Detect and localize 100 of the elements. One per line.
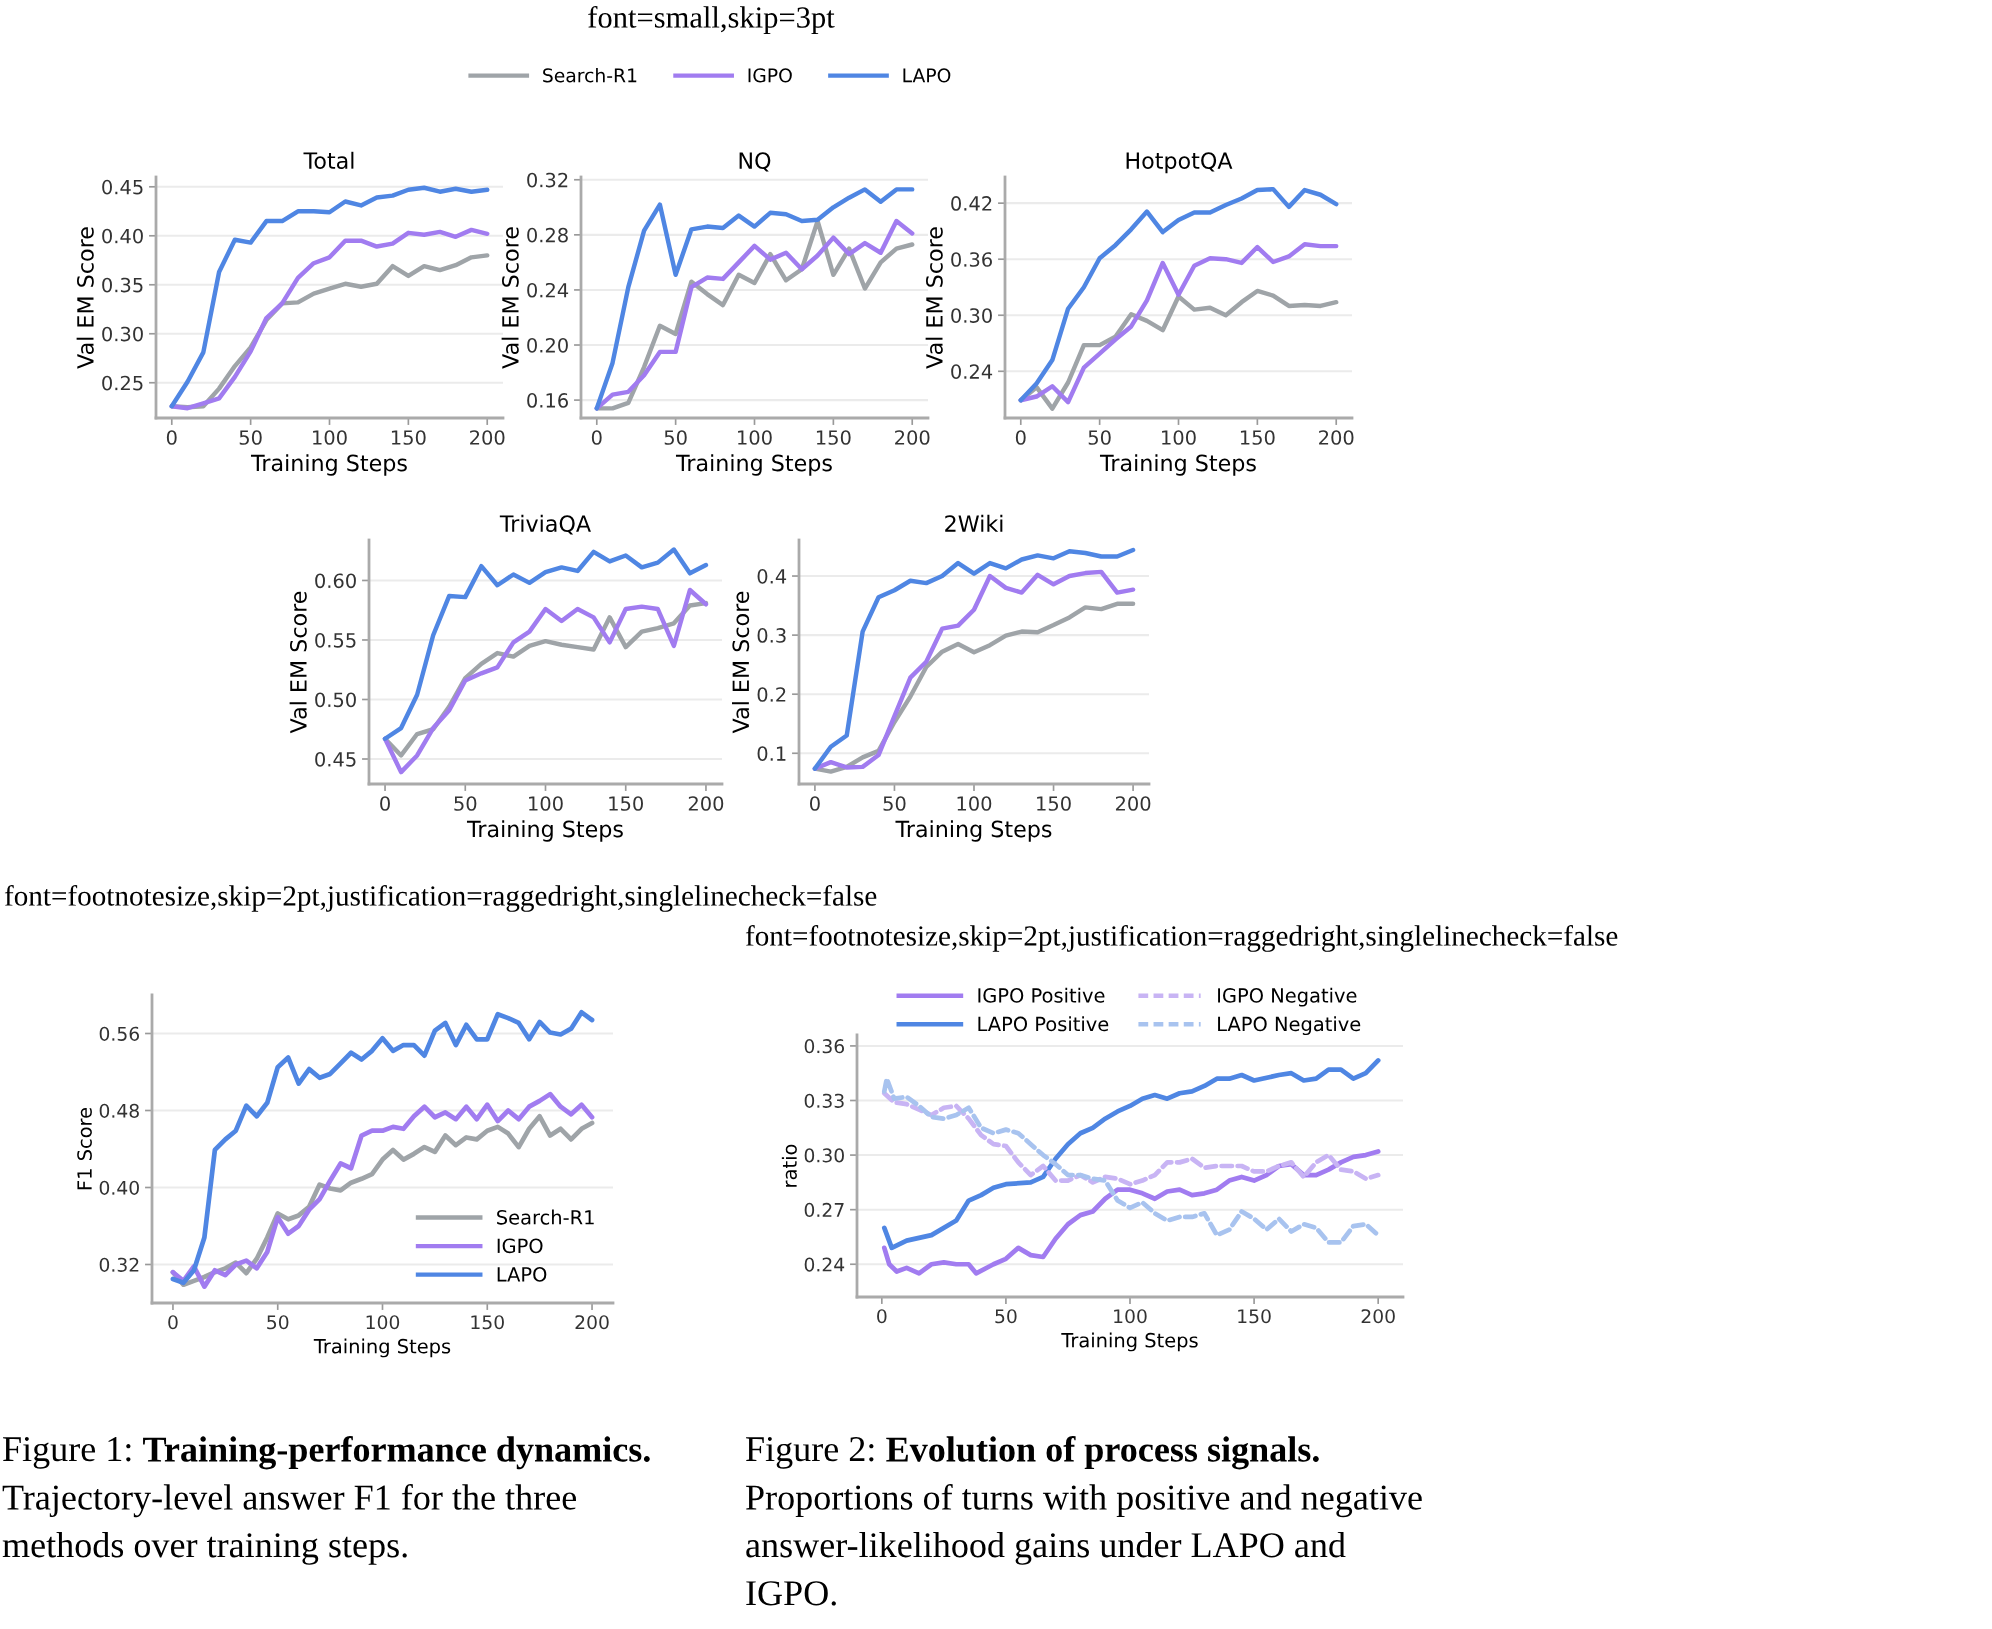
x-tick-label: 200 (1361, 1309, 1395, 1324)
x-tick-label: 200 (688, 796, 724, 811)
x-tick-label: 100 (1162, 430, 1196, 445)
y-tick-label: 0.20 (527, 337, 568, 353)
x-tick-label: 0 (168, 1315, 178, 1330)
x-tick-label: 100 (366, 1315, 400, 1330)
y-tick-label: 0.27 (804, 1202, 844, 1218)
x-axis-title: Training Steps (250, 454, 407, 476)
x-tick-label: 200 (1115, 796, 1151, 811)
y-tick-label: 0.40 (99, 1180, 139, 1195)
y-tick-label: 0.24 (951, 364, 993, 379)
y-axis-title: Val EM Score (925, 227, 943, 369)
text: Evolution of process signals. (886, 1436, 1319, 1470)
y-axis-title: Val EM Score (731, 591, 750, 734)
x-tick-label: 100 (529, 796, 563, 811)
legend-label: LAPO Negative (1218, 1016, 1361, 1036)
legend-label: IGPO Negative (1218, 987, 1357, 1007)
caption: Figure 1: (3, 1437, 131, 1469)
x-tick-label: 50 (664, 430, 687, 445)
y-tick-label: 0.45 (315, 751, 356, 767)
x-axis-title: Training Steps (1099, 454, 1256, 476)
text: font=footnotesize,skip=2pt,justification=raggedright,singlelinecheck=false (4, 885, 877, 912)
legend-label: IGPO (748, 68, 792, 83)
x-tick-label: 50 (883, 796, 906, 811)
text: font=small,skip=3pt (588, 5, 835, 35)
x-axis-title: Training Steps (466, 820, 623, 842)
y-tick-label: 0.28 (527, 227, 568, 243)
x-tick-label: 100 (738, 430, 772, 445)
x-tick-label: 0 (166, 430, 177, 445)
x-tick-label: 0 (810, 796, 820, 811)
y-tick-label: 0.36 (951, 252, 992, 267)
text: Trajectory-level answer F1 for the three methods over training steps. (2, 1484, 576, 1565)
y-tick-label: 0.30 (102, 326, 143, 342)
legend-label: Search-R1 (497, 1209, 594, 1225)
x-tick-label: 150 (609, 796, 643, 811)
legend-label: LAPO (903, 68, 951, 83)
chart-title: TriviaQA (499, 514, 591, 535)
x-axis-title: Training Steps (313, 1338, 451, 1358)
y-tick-label: 0.56 (99, 1026, 140, 1041)
text: Training-performance dynamics. (143, 1436, 650, 1470)
y-tick-label: 0.32 (99, 1257, 139, 1272)
chart-title: 2Wiki (945, 514, 1003, 532)
x-tick-label: 200 (575, 1315, 609, 1330)
y-tick-label: 0.55 (315, 632, 356, 648)
legend-label: Search-R1 (543, 67, 637, 83)
y-tick-label: 0.33 (804, 1093, 844, 1108)
y-axis-title: ratio (781, 1144, 797, 1187)
text: font=footnotesize,skip=2pt,justification=raggedright,singlelinecheck=false (745, 925, 1618, 952)
x-tick-label: 50 (239, 430, 262, 445)
chart-title: HotpotQA (1126, 152, 1233, 174)
x-tick-label: 150 (1037, 796, 1071, 811)
y-tick-label: 0.60 (315, 573, 356, 589)
y-tick-label: 0.24 (804, 1257, 845, 1272)
y-tick-label: 0.30 (804, 1148, 844, 1163)
y-axis-title: Val EM Score (289, 591, 307, 734)
y-tick-label: 0.50 (315, 692, 356, 708)
x-tick-label: 50 (995, 1309, 1017, 1324)
x-tick-label: 150 (471, 1315, 504, 1330)
chart-title: NQ (739, 152, 771, 172)
caption: Figure 2: (746, 1437, 874, 1469)
x-tick-label: 100 (313, 430, 347, 445)
y-tick-label: 0.32 (527, 172, 568, 188)
x-tick-label: 0 (877, 1309, 887, 1324)
x-tick-label: 150 (1238, 1309, 1271, 1324)
y-axis-title: F1 Score (77, 1107, 92, 1190)
x-tick-label: 150 (1240, 430, 1275, 445)
x-tick-label: 100 (1114, 1309, 1147, 1324)
x-axis-title: Training Steps (1061, 1332, 1198, 1352)
y-tick-label: 0.24 (527, 282, 569, 298)
chart-title: Total (303, 151, 354, 169)
x-axis-title: Training Steps (895, 820, 1052, 842)
y-tick-label: 0.42 (951, 196, 992, 211)
x-tick-label: 50 (1088, 430, 1111, 445)
x-tick-label: 50 (267, 1315, 289, 1330)
x-tick-label: 200 (470, 430, 505, 445)
y-axis-title: Val EM Score (76, 227, 94, 369)
y-tick-label: 0.16 (527, 393, 568, 408)
y-tick-label: 0.30 (951, 308, 992, 323)
x-tick-label: 200 (895, 430, 930, 445)
y-tick-label: 0.2 (757, 687, 786, 702)
y-tick-label: 0.4 (757, 568, 787, 584)
y-tick-label: 0.48 (99, 1103, 139, 1118)
x-tick-label: 150 (816, 430, 851, 445)
legend-label: LAPO (497, 1267, 547, 1282)
y-tick-label: 0.3 (757, 628, 786, 643)
y-axis-title: Val EM Score (501, 227, 519, 369)
text: Proportions of turns with positive and negative answer-likelihood gains under LAPO and IGPO. (746, 1484, 1422, 1606)
x-tick-label: 0 (380, 796, 390, 811)
legend-label: IGPO Positive (978, 987, 1105, 1003)
x-axis-title: Training Steps (675, 454, 832, 476)
legend-label: LAPO Positive (978, 1016, 1109, 1032)
y-tick-label: 0.45 (102, 179, 143, 195)
x-tick-label: 0 (1015, 430, 1026, 445)
y-tick-label: 0.25 (102, 375, 143, 391)
legend-label: IGPO (497, 1238, 543, 1254)
x-tick-label: 0 (591, 430, 602, 445)
y-tick-label: 0.36 (804, 1039, 845, 1054)
x-tick-label: 50 (454, 796, 477, 811)
y-tick-label: 0.40 (102, 228, 143, 244)
x-tick-label: 100 (957, 796, 992, 811)
